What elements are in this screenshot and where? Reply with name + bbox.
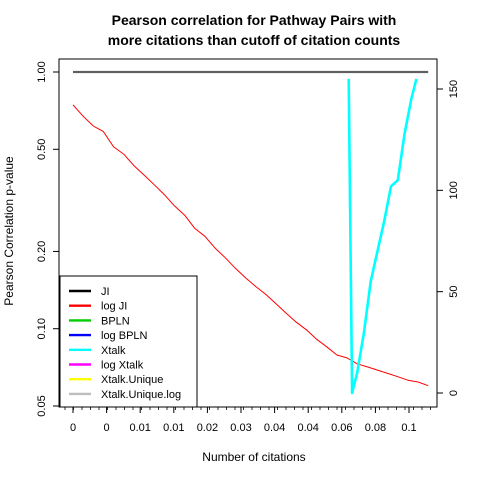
y-left-tick-label: 0.50 [36,139,48,160]
x-tick-label: 0.02 [197,422,218,434]
legend-entry-label: BPLN [101,315,130,327]
legend: JI log JI BPLN log BPLN Xtalk log Xtalk Xtalk.… [59,275,198,408]
x-axis-label: Number of citations [202,450,305,464]
series-line-log-ji [72,104,429,387]
x-tick-label: 0.06 [331,422,352,434]
x-tick-label: 0.01 [163,422,184,434]
legend-entry-label: log BPLN [101,330,148,342]
y-left-tick-label: 0.10 [36,318,48,339]
y-axis-label: Pearson Correlation p-value [2,156,16,306]
y-right-tick-label: 50 [448,286,460,298]
y-left-tick-label: 1.00 [36,61,48,82]
x-tick-label: 0.04 [264,422,285,434]
y-right-tick-label: 150 [448,80,460,98]
y-left-tick-label: 0.05 [36,395,48,416]
x-tick-label: 0 [70,422,76,434]
x-tick-label: 0.08 [365,422,386,434]
x-tick-label: 0.03 [230,422,251,434]
legend-entry-label: Xtalk [101,345,126,357]
x-tick-label: 0 [104,422,110,434]
x-tick-label: 0.1 [401,422,416,434]
y-left-tick-label: 0.20 [36,241,48,262]
x-tick-label: 0.01 [129,422,150,434]
x-tick-label: 0.04 [297,422,318,434]
y-right-tick-label: 0 [448,390,460,396]
legend-entry-label: log Xtalk [101,360,144,372]
legend-entry-label: JI [101,286,110,298]
legend-entry-label: log JI [101,301,127,313]
series-layer [72,70,429,395]
chart-title-line-2: more citations than cutoff of citation c… [108,32,401,48]
plot-frame [58,58,438,408]
legend-entry-label: Xtalk.Unique.log [101,389,181,401]
legend-box [59,275,198,408]
y-right-tick-label: 100 [448,181,460,199]
axes-layer: 1.00 0.50 0.20 0.10 0.05 0 50 100 150 0 0 0.01 0.01 0… [36,61,460,434]
series-line-xtalk [347,78,418,395]
chart-title-line-1: Pearson correlation for Pathway Pairs wi… [112,12,397,28]
legend-entry-label: Xtalk.Unique [101,374,163,386]
